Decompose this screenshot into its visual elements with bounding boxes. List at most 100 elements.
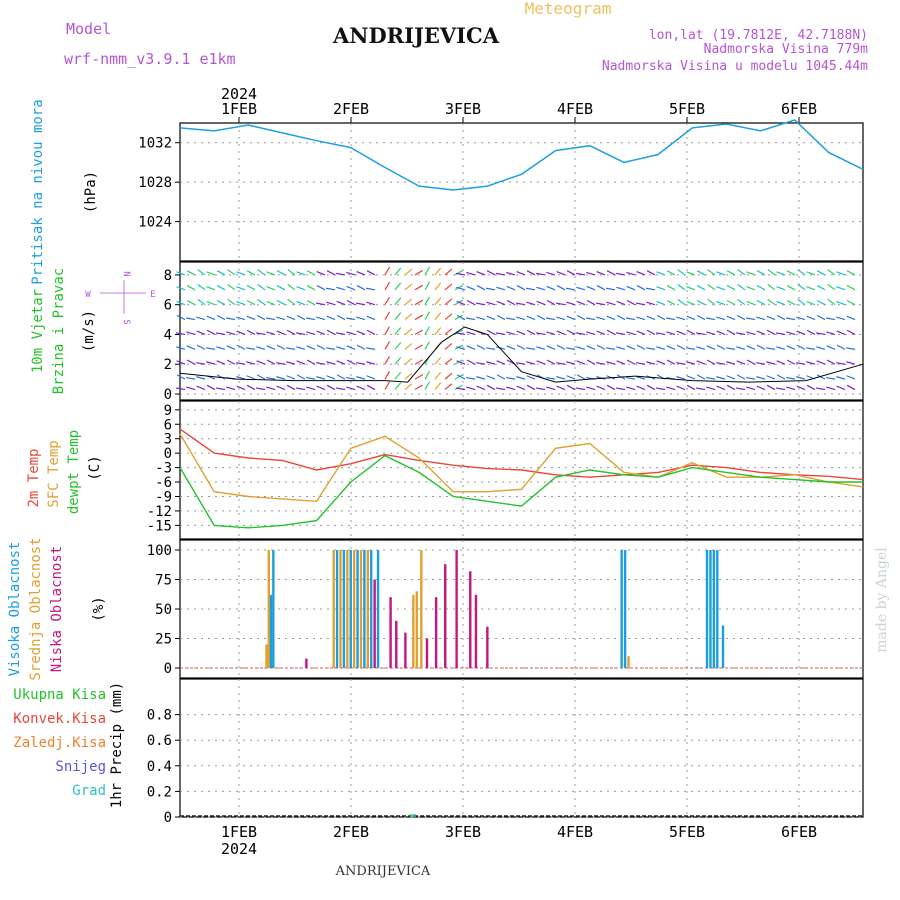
bottom-axis-label: 2FEB (333, 823, 369, 841)
station-title: ANDRIJEVICA (332, 23, 500, 48)
low-cloud-ylabel: Niska Oblacnost (49, 546, 65, 672)
y-tick-label: 0 (164, 387, 172, 403)
y-tick-labels: 10241028103202468-15-12-9-6-303690255075… (138, 136, 180, 826)
cloud-unit: (%) (91, 596, 107, 621)
cloud-bar (623, 550, 627, 668)
precip-ylabel: 1hr Precip (mm) (109, 682, 125, 808)
precip-bar (412, 814, 416, 817)
cloud-bar (389, 597, 392, 668)
y-tick-label: 0.6 (147, 733, 172, 749)
bottom-axis-label: 1FEB (221, 823, 257, 841)
y-tick-label: 1028 (138, 175, 172, 191)
model-name: wrf-nmm_v3.9.1 e1km (64, 50, 236, 68)
wind-unit: (m/s) (81, 310, 97, 352)
wind-speed-line (179, 326, 864, 383)
cloud-bar (370, 550, 373, 668)
temperature-series (179, 428, 864, 529)
watermark: made by Angel (874, 547, 890, 653)
cloud-bar (469, 571, 472, 668)
temp-line-0 (179, 428, 864, 481)
cloud-bar (709, 550, 712, 668)
precip-legend-item: Snijeg (55, 759, 106, 775)
bottom-axis-label: 3FEB (445, 823, 481, 841)
cloud-bar (335, 550, 339, 668)
precip-legend: Ukupna Kisa Konvek.Kisa Zaledj.Kisa Snijeg G… (13, 687, 106, 799)
bottom-axis-label: 4FEB (557, 823, 593, 841)
pressure-unit: (hPa) (83, 171, 99, 213)
cloud-bars (180, 550, 863, 669)
cloud-bar (620, 550, 623, 668)
y-tick-label: -9 (155, 489, 172, 505)
cloud-bar (444, 564, 447, 668)
compass-w: W (85, 290, 91, 300)
cloud-bar (705, 550, 709, 668)
bottom-axis-labels: 1FEB 2FEB 3FEB 4FEB 5FEB 6FEB (221, 823, 817, 841)
cloud-bar (434, 597, 438, 668)
dewpt-ylabel: dewpt Temp (66, 430, 82, 514)
cloud-bar (373, 579, 376, 668)
cloud-bar (339, 550, 342, 668)
precip-legend-item: Zaledj.Kisa (13, 735, 106, 751)
wind-compass: N E W S (85, 271, 155, 324)
compass-e: E (150, 290, 155, 300)
pressure-panel (179, 122, 864, 262)
bottom-axis-label: 5FEB (669, 823, 705, 841)
footer-station: ANDRIJEVICA (335, 864, 431, 879)
cloud-bar (363, 550, 366, 668)
y-tick-label: 25 (155, 632, 172, 648)
bottom-axis-label: 6FEB (781, 823, 817, 841)
cloud-bar (342, 550, 346, 668)
meteogram-title: Meteogram (525, 0, 612, 18)
cloud-bar (627, 656, 630, 668)
top-axis-label: 6FEB (781, 100, 817, 118)
cloud-bar (716, 550, 719, 668)
cloud-bar (395, 620, 398, 668)
cloud-bar (352, 550, 356, 668)
cloud-bar (267, 550, 270, 668)
top-axis-label: 2FEB (333, 100, 369, 118)
precip-legend-item: Ukupna Kisa (13, 687, 106, 703)
pressure-ylabel: Pritisak na nivou mora (30, 99, 46, 284)
top-axis-label: 4FEB (557, 100, 593, 118)
wind-ylabel: 10m Vjetar (30, 289, 46, 373)
top-axis-label: 3FEB (445, 100, 481, 118)
cloud-bar (486, 626, 489, 668)
y-tick-label: -15 (147, 518, 172, 534)
top-axis-label: 1FEB (221, 100, 257, 118)
pressure-series (179, 119, 864, 191)
cloud-bar (265, 644, 268, 668)
cloud-bar (366, 550, 370, 668)
y-tick-label: 100 (147, 543, 172, 559)
y-tick-label: 0.4 (147, 759, 172, 775)
y-tick-label: 50 (155, 602, 172, 618)
y-tick-label: 3 (164, 432, 172, 448)
y-tick-label: 0.2 (147, 784, 172, 800)
cloud-bar (356, 550, 359, 668)
cloud-bar (305, 658, 308, 668)
cloud-bar (420, 550, 423, 668)
gridlines (180, 123, 863, 818)
y-tick-label: 0 (164, 446, 172, 462)
high-cloud-ylabel: Visoka Oblacnost (7, 542, 23, 677)
cloud-bar (412, 594, 415, 668)
cloud-bar (269, 594, 273, 668)
cloud-bar (332, 550, 335, 668)
y-tick-label: 4 (164, 327, 172, 343)
precip-panel (179, 678, 864, 818)
y-tick-label: 1024 (138, 215, 172, 231)
y-tick-label: 6 (164, 417, 172, 433)
model-label: Model (66, 20, 111, 38)
compass-n: N (121, 271, 131, 276)
y-tick-label: 0 (164, 810, 172, 826)
cloud-bar (474, 594, 478, 668)
wind-panel (179, 261, 864, 401)
cloud-bar (455, 550, 458, 668)
y-tick-label: 0 (164, 661, 172, 677)
elevation-text: Nadmorska Visina 779m (704, 42, 869, 57)
cloud-bar (415, 591, 418, 668)
top-axis-label: 5FEB (669, 100, 705, 118)
y-tick-label: -12 (147, 504, 172, 520)
temp-line-2 (179, 454, 863, 529)
precip-legend-item: Konvek.Kisa (13, 711, 106, 727)
